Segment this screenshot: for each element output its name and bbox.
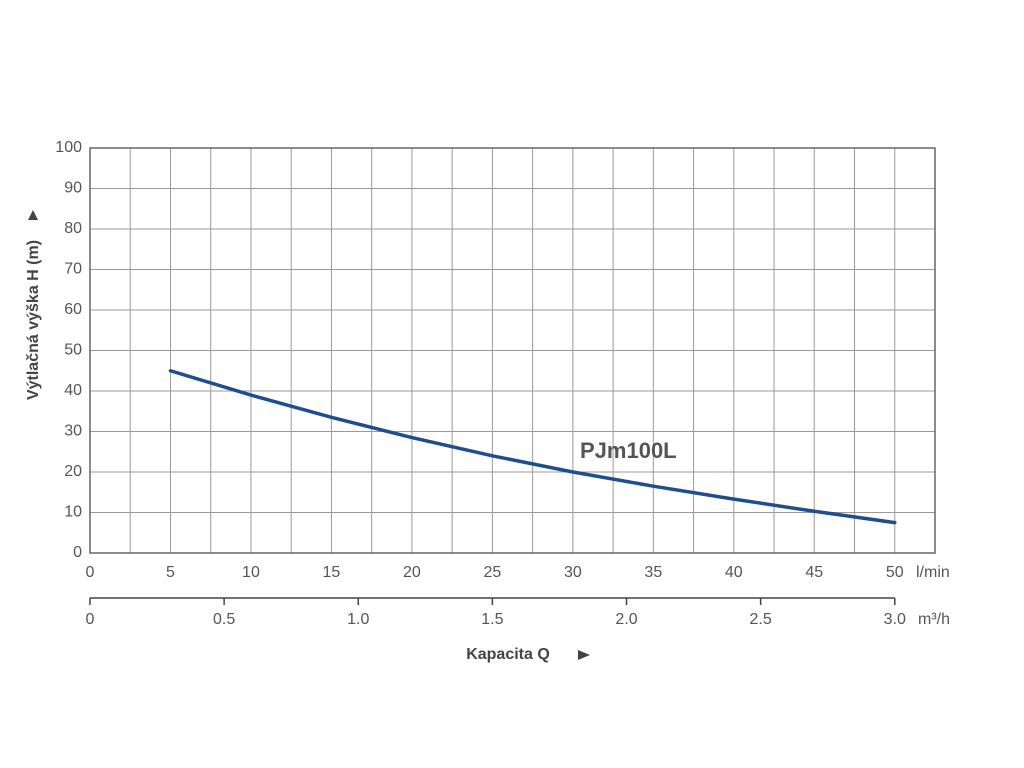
x-unit: l/min [916, 564, 950, 581]
y-axis-label: Výtlačná výška H (m) [25, 240, 42, 400]
x2-tick-label: 1.5 [481, 611, 503, 628]
y-tick-label: 70 [64, 261, 82, 278]
x-tick-label: 30 [564, 564, 582, 581]
x-tick-label: 15 [323, 564, 341, 581]
x-axis-label: Kapacita Q [466, 646, 550, 663]
x2-unit: m³/h [918, 611, 950, 628]
y-tick-label: 10 [64, 504, 82, 521]
x-tick-label: 5 [166, 564, 175, 581]
x-tick-label: 0 [86, 564, 95, 581]
x-tick-label: 20 [403, 564, 421, 581]
x-tick-label: 10 [242, 564, 260, 581]
x2-tick-label: 2.5 [750, 611, 772, 628]
series-label: PJm100L [580, 438, 677, 463]
x2-tick-label: 1.0 [347, 611, 369, 628]
x2-tick-label: 0 [86, 611, 95, 628]
x-tick-label: 25 [483, 564, 501, 581]
y-tick-label: 20 [64, 463, 82, 480]
series-line [168, 369, 897, 525]
y-tick-label: 90 [64, 180, 82, 197]
y-tick-label: 60 [64, 301, 82, 318]
x2-tick-label: 0.5 [213, 611, 235, 628]
x2-tick-label: 2.0 [615, 611, 637, 628]
plot-frame [89, 147, 936, 554]
x-arrow [578, 650, 590, 660]
y-tick-label: 50 [64, 342, 82, 359]
y-tick-label: 80 [64, 220, 82, 237]
x-tick-label: 45 [805, 564, 823, 581]
x-tick-label: 50 [886, 564, 904, 581]
y-arrow [28, 210, 38, 220]
x-tick-label: 35 [644, 564, 662, 581]
y-tick-label: 100 [55, 139, 82, 156]
y-tick-label: 0 [73, 544, 82, 561]
y-tick-label: 40 [64, 382, 82, 399]
x2-tick-label: 3.0 [884, 611, 906, 628]
x-tick-label: 40 [725, 564, 743, 581]
y-tick-label: 30 [64, 423, 82, 440]
